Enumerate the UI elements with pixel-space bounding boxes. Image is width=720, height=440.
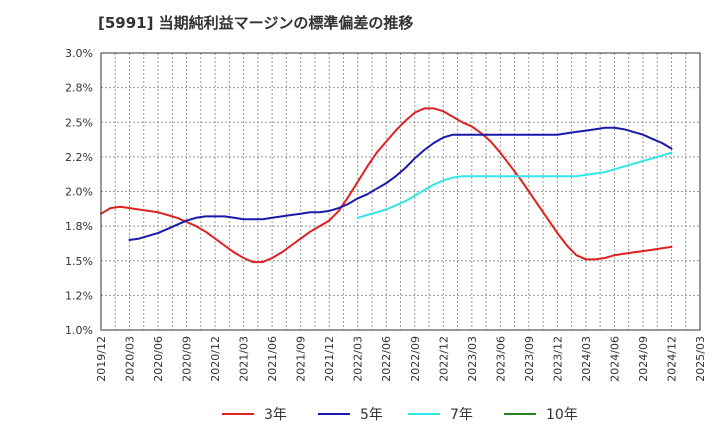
x-tick-label: 2023/03 (466, 336, 479, 382)
x-tick-label: 2021/06 (266, 336, 279, 382)
legend-label: 10年 (546, 407, 578, 423)
x-tick-label: 2023/06 (494, 336, 507, 382)
legend-label: 3年 (264, 407, 287, 423)
grid-layer (100, 52, 701, 331)
series-line-3 (356, 151, 673, 219)
x-tick-label: 2022/09 (409, 336, 422, 382)
legend: 3年 5年 7年 10年 (222, 407, 578, 423)
y-tick-label: 2.0% (65, 186, 93, 199)
series-layer (100, 107, 673, 264)
y-tick-label: 1.5% (65, 255, 93, 268)
x-tick-label: 2025/03 (694, 336, 707, 382)
x-tick-label: 2022/06 (380, 336, 393, 382)
plot-area (101, 53, 700, 330)
chart-title: [5991] 当期純利益マージンの標準偏差の推移 (98, 14, 414, 32)
x-tick-label: 2020/03 (124, 336, 137, 382)
x-tick-label: 2024/06 (608, 336, 621, 382)
x-tick-label: 2021/03 (238, 336, 251, 382)
x-tick-label: 2024/12 (665, 336, 678, 382)
legend-label: 7年 (450, 407, 473, 423)
x-tick-label: 2019/12 (95, 336, 108, 382)
y-tick-label: 2.8% (65, 82, 93, 95)
x-tick-label: 2020/12 (209, 336, 222, 382)
axis-layer: 1.0% 1.2% 1.5% 1.8% 2.0% 2.2% 2.5% 2.8% 3.0% 2019… (65, 47, 707, 382)
legend-label: 5年 (360, 407, 383, 423)
x-tick-label: 2024/09 (637, 336, 650, 382)
x-tick-label: 2023/09 (523, 336, 536, 382)
x-tick-label: 2024/03 (580, 336, 593, 382)
y-tick-label: 1.0% (65, 324, 93, 337)
series-line-1 (100, 107, 673, 264)
x-tick-label: 2022/03 (352, 336, 365, 382)
y-tick-label: 2.5% (65, 116, 93, 129)
y-tick-label: 1.2% (65, 289, 93, 302)
x-tick-label: 2020/06 (152, 336, 165, 382)
y-tick-label: 3.0% (65, 47, 93, 60)
x-tick-label: 2020/09 (181, 336, 194, 382)
x-tick-label: 2021/12 (323, 336, 336, 382)
x-tick-label: 2022/12 (437, 336, 450, 382)
x-tick-label: 2023/12 (551, 336, 564, 382)
y-tick-label: 1.8% (65, 220, 93, 233)
y-tick-label: 2.2% (65, 151, 93, 164)
plot-frame (100, 52, 701, 331)
x-tick-label: 2021/09 (295, 336, 308, 382)
series-line-2 (128, 126, 673, 241)
